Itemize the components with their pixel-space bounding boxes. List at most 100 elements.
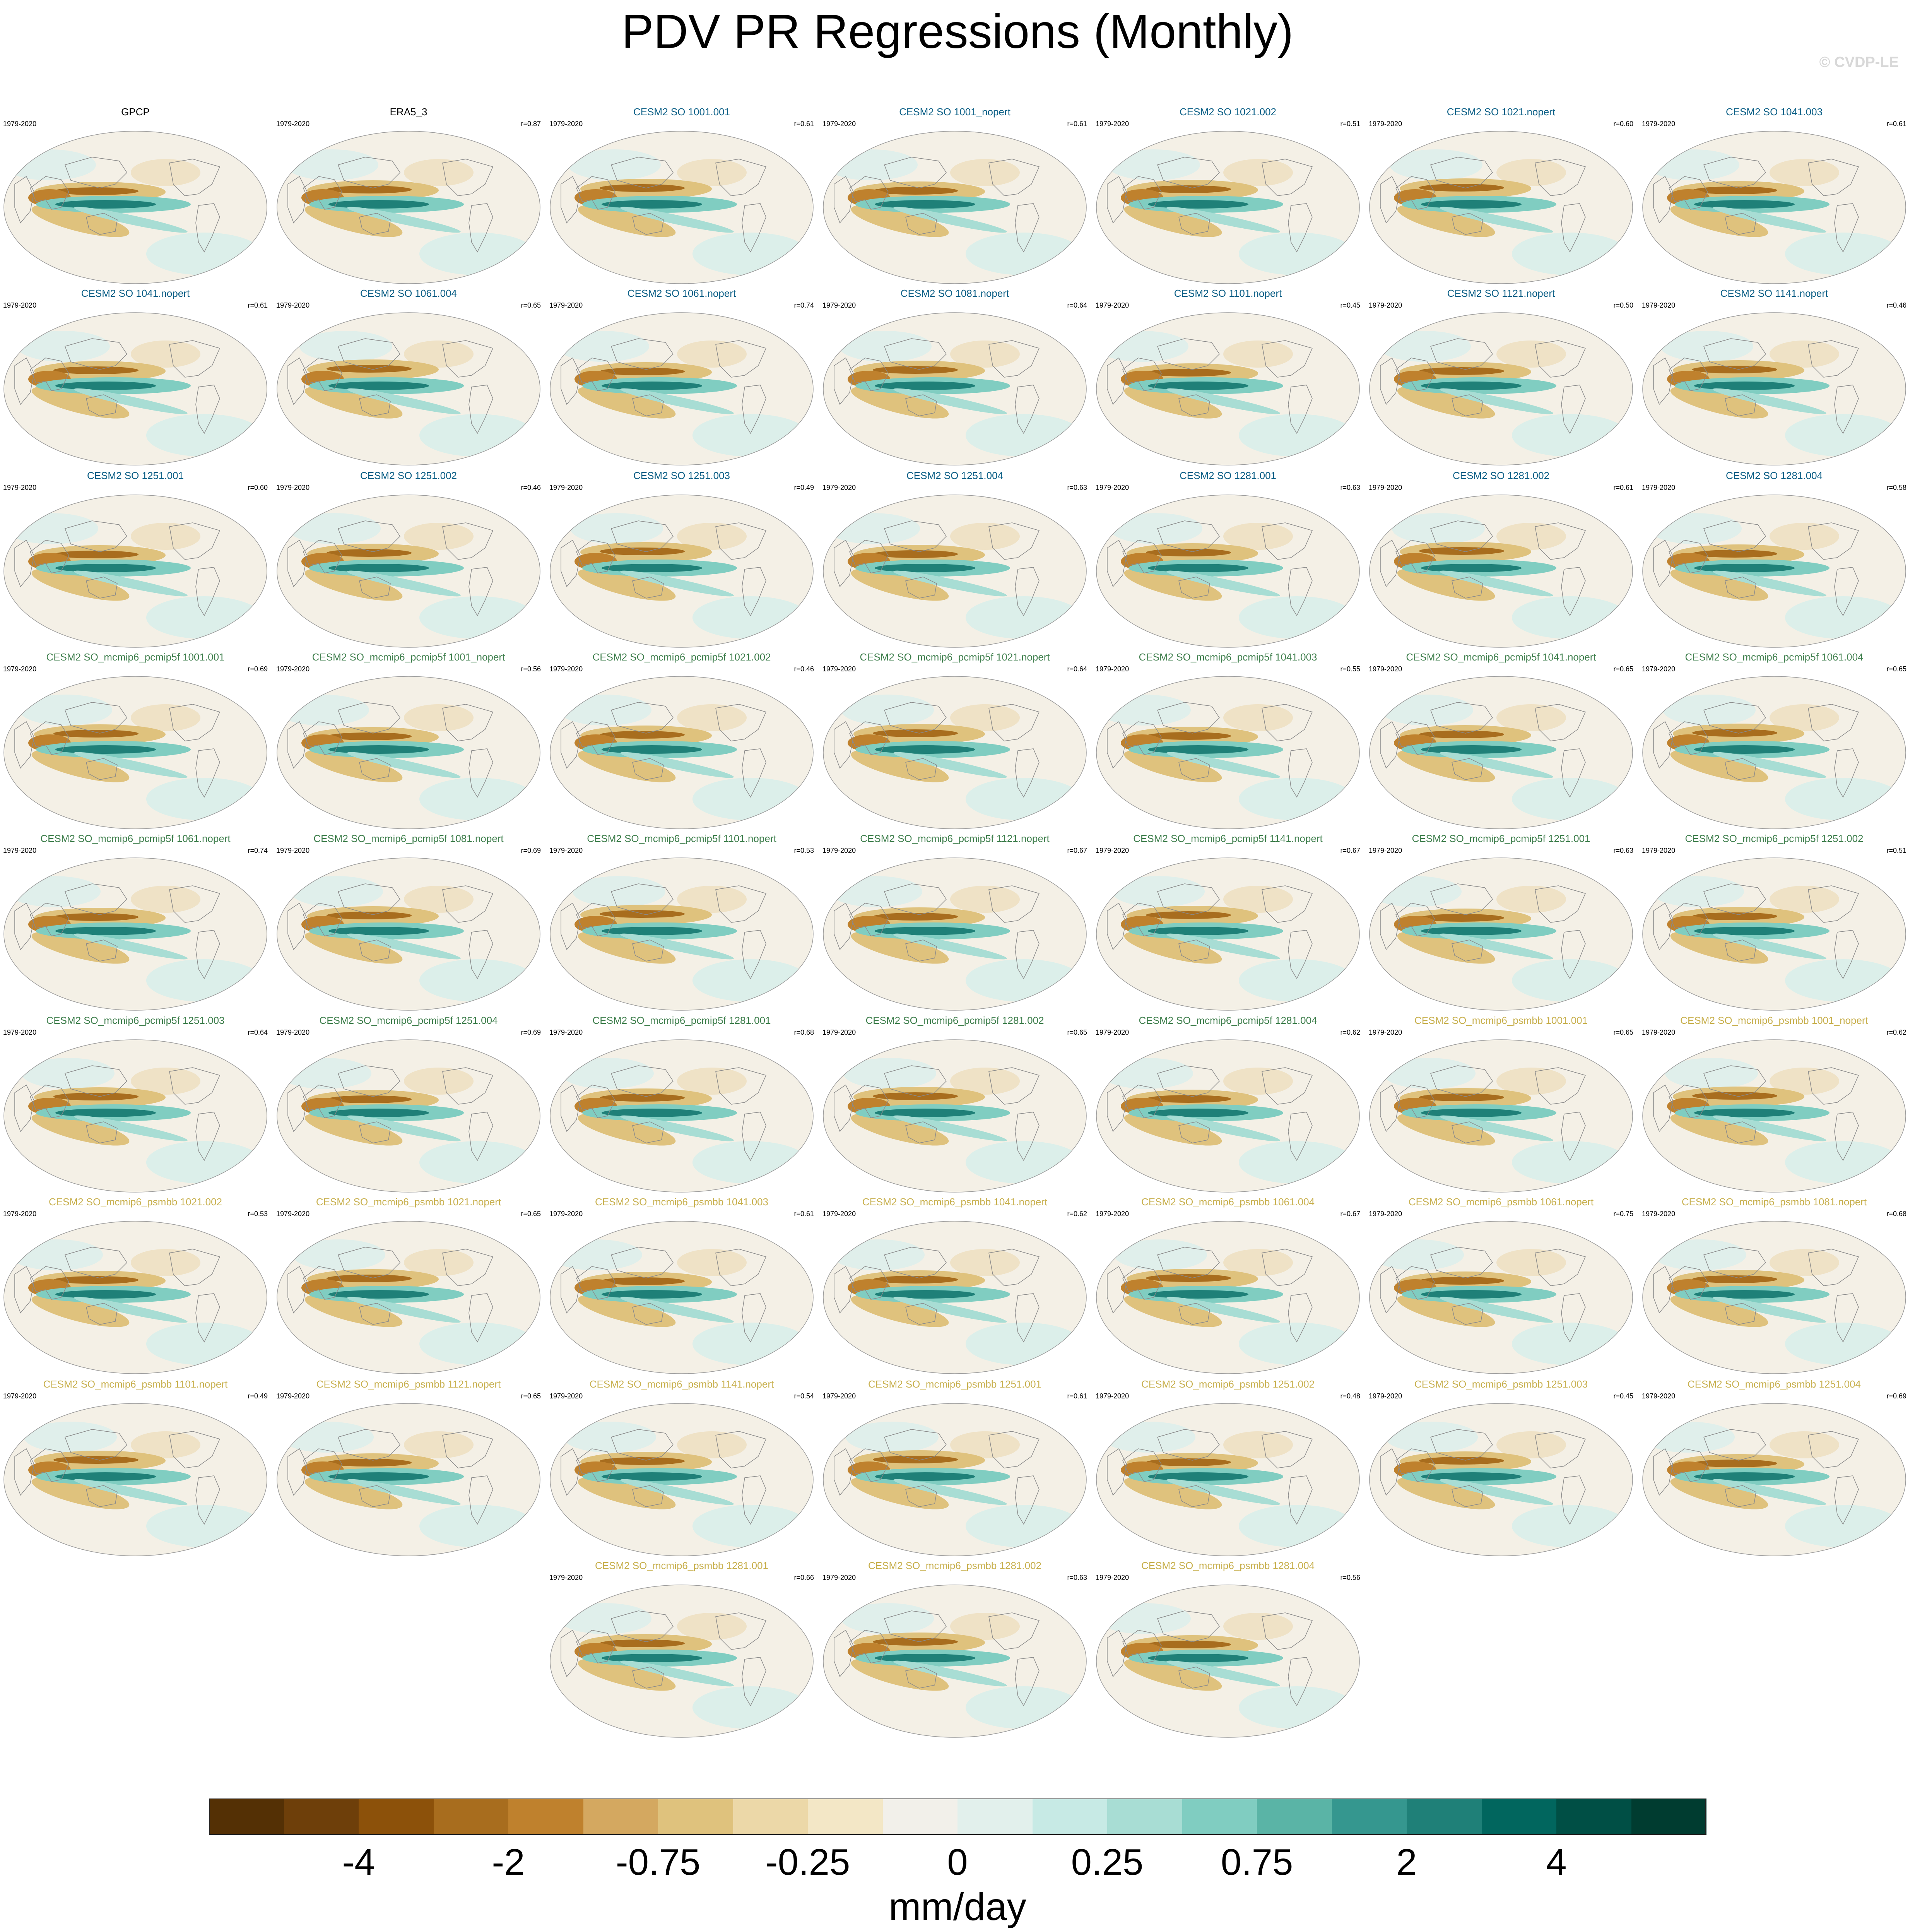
panel-pattern-correlation: r=0.55 bbox=[1340, 665, 1360, 673]
panel-dataset-name: CESM2 SO_mcmip6_pcmip5f 1251.003 bbox=[46, 1015, 225, 1026]
map-panel: CESM2 SO_mcmip6_pcmip5f 1251.002 1979-202… bbox=[1639, 833, 1910, 1015]
panel-period: 1979-2020 bbox=[276, 301, 310, 309]
panel-dataset-name: CESM2 SO_mcmip6_psmbb 1251.004 bbox=[1687, 1378, 1861, 1390]
regression-map bbox=[1096, 1221, 1360, 1374]
panel-pattern-correlation: r=0.65 bbox=[521, 1392, 541, 1400]
map-panel: CESM2 SO 1251.003 1979-2020 r=0.49 bbox=[546, 471, 817, 652]
map-panel: CESM2 SO_mcmip6_psmbb 1251.001 1979-2020 r… bbox=[819, 1379, 1090, 1561]
colorbar-tick-label: 2 bbox=[1396, 1841, 1417, 1883]
panel-pattern-correlation: r=0.67 bbox=[1340, 1210, 1360, 1218]
panel-pattern-correlation: r=0.49 bbox=[794, 484, 814, 491]
map-panel: CESM2 SO 1041.nopert 1979-2020 r=0.61 bbox=[0, 288, 271, 470]
map-panel: CESM2 SO 1061.nopert 1979-2020 r=0.74 bbox=[546, 288, 817, 470]
panel-period: 1979-2020 bbox=[1369, 1028, 1402, 1036]
map-panel: CESM2 SO_mcmip6_pcmip5f 1041.003 1979-202… bbox=[1093, 652, 1363, 834]
panel-pattern-correlation: r=0.63 bbox=[1340, 484, 1360, 491]
regression-map bbox=[1096, 1039, 1360, 1193]
map-panel: CESM2 SO_mcmip6_psmbb 1281.001 1979-2020 r… bbox=[546, 1561, 817, 1742]
panel-dataset-name: CESM2 SO_mcmip6_psmbb 1251.001 bbox=[868, 1378, 1041, 1390]
colorbar-swatch bbox=[508, 1799, 583, 1835]
panel-dataset-name: CESM2 SO_mcmip6_pcmip5f 1121.nopert bbox=[860, 833, 1050, 844]
panel-period: 1979-2020 bbox=[3, 1028, 37, 1036]
panel-dataset-name: ERA5_3 bbox=[390, 106, 427, 118]
panel-dataset-name: CESM2 SO_mcmip6_psmbb 1251.003 bbox=[1414, 1378, 1588, 1390]
regression-map bbox=[3, 1221, 267, 1374]
regression-map bbox=[1642, 1039, 1906, 1193]
map-panel: GPCP 1979-2020 bbox=[0, 107, 271, 289]
panel-pattern-correlation: r=0.54 bbox=[794, 1392, 814, 1400]
map-panel: CESM2 SO_mcmip6_pcmip5f 1141.nopert 1979-… bbox=[1093, 833, 1363, 1015]
map-panel: CESM2 SO_mcmip6_pcmip5f 1001_nopert 1979-… bbox=[273, 652, 544, 834]
map-panel: CESM2 SO_mcmip6_pcmip5f 1001.001 1979-202… bbox=[0, 652, 271, 834]
colorbar-tick-label: -0.25 bbox=[765, 1841, 850, 1883]
regression-map bbox=[277, 676, 540, 829]
panel-period: 1979-2020 bbox=[549, 301, 583, 309]
colorbar-swatch bbox=[209, 1799, 284, 1835]
regression-map bbox=[550, 312, 814, 465]
map-panel: CESM2 SO_mcmip6_pcmip5f 1251.001 1979-202… bbox=[1366, 833, 1636, 1015]
panel-pattern-correlation: r=0.63 bbox=[1067, 1574, 1087, 1581]
panel-pattern-correlation: r=0.48 bbox=[1340, 1392, 1360, 1400]
panel-period: 1979-2020 bbox=[1096, 847, 1129, 854]
map-panel: CESM2 SO_mcmip6_psmbb 1081.nopert 1979-20… bbox=[1639, 1197, 1910, 1379]
map-panel: CESM2 SO_mcmip6_pcmip5f 1041.nopert 1979-… bbox=[1366, 652, 1636, 834]
regression-map bbox=[1642, 1221, 1906, 1374]
panel-dataset-name: CESM2 SO_mcmip6_pcmip5f 1041.nopert bbox=[1406, 651, 1596, 663]
panel-dataset-name: CESM2 SO_mcmip6_psmbb 1081.nopert bbox=[1681, 1196, 1867, 1208]
panel-pattern-correlation: r=0.87 bbox=[521, 120, 541, 128]
regression-map bbox=[823, 1585, 1087, 1738]
panel-period: 1979-2020 bbox=[3, 1210, 37, 1218]
regression-map bbox=[1369, 857, 1633, 1011]
regression-map bbox=[823, 495, 1087, 648]
panel-dataset-name: CESM2 SO_mcmip6_psmbb 1281.002 bbox=[868, 1560, 1041, 1571]
regression-map bbox=[823, 676, 1087, 829]
map-panel: CESM2 SO 1121.nopert 1979-2020 r=0.50 bbox=[1366, 288, 1636, 470]
regression-map bbox=[277, 312, 540, 465]
colorbar bbox=[209, 1799, 1706, 1835]
map-panel: CESM2 SO_mcmip6_psmbb 1281.004 1979-2020 r… bbox=[1093, 1561, 1363, 1742]
regression-map bbox=[3, 676, 267, 829]
panel-dataset-name: CESM2 SO 1001_nopert bbox=[899, 106, 1011, 118]
panel-dataset-name: CESM2 SO_mcmip6_pcmip5f 1281.002 bbox=[865, 1015, 1044, 1026]
panel-dataset-name: CESM2 SO_mcmip6_psmbb 1061.004 bbox=[1141, 1196, 1315, 1208]
regression-map bbox=[550, 1403, 814, 1556]
map-panel: CESM2 SO_mcmip6_pcmip5f 1251.003 1979-202… bbox=[0, 1015, 271, 1197]
map-panel: CESM2 SO 1101.nopert 1979-2020 r=0.45 bbox=[1093, 288, 1363, 470]
panel-pattern-correlation: r=0.66 bbox=[794, 1574, 814, 1581]
panel-pattern-correlation: r=0.74 bbox=[248, 847, 268, 854]
regression-map bbox=[550, 1221, 814, 1374]
panel-dataset-name: CESM2 SO_mcmip6_psmbb 1121.nopert bbox=[316, 1378, 501, 1390]
map-panel: CESM2 SO_mcmip6_psmbb 1041.003 1979-2020 r… bbox=[546, 1197, 817, 1379]
colorbar-tick-label: 4 bbox=[1546, 1841, 1567, 1883]
panel-pattern-correlation: r=0.67 bbox=[1340, 847, 1360, 854]
panel-dataset-name: CESM2 SO_mcmip6_pcmip5f 1251.004 bbox=[319, 1015, 498, 1026]
panel-dataset-name: GPCP bbox=[121, 106, 150, 118]
panel-dataset-name: CESM2 SO_mcmip6_psmbb 1041.nopert bbox=[862, 1196, 1048, 1208]
panel-period: 1979-2020 bbox=[1642, 665, 1676, 673]
panel-pattern-correlation: r=0.62 bbox=[1886, 1028, 1906, 1036]
panel-period: 1979-2020 bbox=[822, 847, 856, 854]
panel-period: 1979-2020 bbox=[1096, 120, 1129, 128]
colorbar-swatch bbox=[583, 1799, 658, 1835]
panel-dataset-name: CESM2 SO 1281.004 bbox=[1725, 470, 1823, 481]
panel-pattern-correlation: r=0.56 bbox=[521, 665, 541, 673]
panel-period: 1979-2020 bbox=[822, 120, 856, 128]
panel-dataset-name: CESM2 SO_mcmip6_psmbb 1001_nopert bbox=[1680, 1015, 1868, 1026]
panel-period: 1979-2020 bbox=[1642, 301, 1676, 309]
panel-dataset-name: CESM2 SO 1041.nopert bbox=[81, 287, 190, 299]
panel-period: 1979-2020 bbox=[1096, 1392, 1129, 1400]
map-panel: CESM2 SO_mcmip6_pcmip5f 1061.004 1979-202… bbox=[1639, 652, 1910, 834]
panel-dataset-name: CESM2 SO 1281.001 bbox=[1179, 470, 1277, 481]
colorbar-swatch bbox=[1631, 1799, 1706, 1835]
colorbar-swatch bbox=[1257, 1799, 1332, 1835]
panel-period: 1979-2020 bbox=[1642, 484, 1676, 491]
panel-period: 1979-2020 bbox=[549, 484, 583, 491]
regression-map bbox=[1369, 312, 1633, 465]
regression-map bbox=[1642, 312, 1906, 465]
map-panel: CESM2 SO 1021.002 1979-2020 r=0.51 bbox=[1093, 107, 1363, 289]
map-panel: CESM2 SO 1281.001 1979-2020 r=0.63 bbox=[1093, 471, 1363, 652]
panel-pattern-correlation: r=0.53 bbox=[794, 847, 814, 854]
regression-map bbox=[1642, 495, 1906, 648]
panel-period: 1979-2020 bbox=[276, 120, 310, 128]
map-panel: CESM2 SO 1251.002 1979-2020 r=0.46 bbox=[273, 471, 544, 652]
